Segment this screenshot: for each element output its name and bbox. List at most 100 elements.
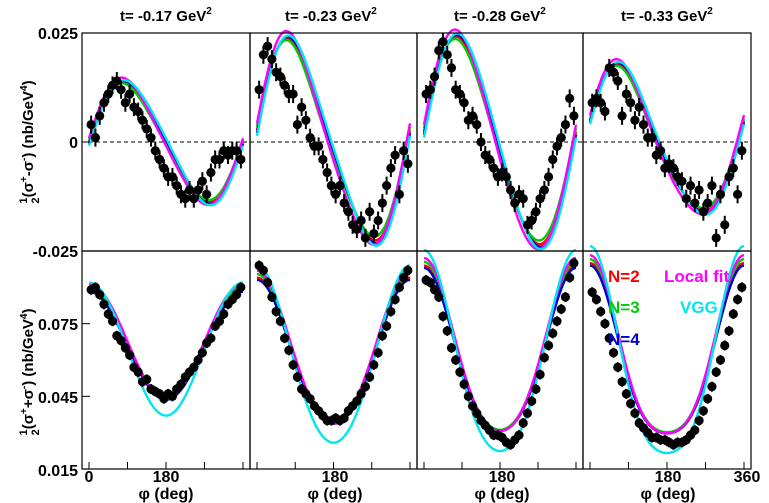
data-point — [698, 207, 708, 217]
data-point — [613, 362, 623, 372]
data-point — [446, 343, 457, 353]
data-point — [180, 194, 190, 204]
data-point — [373, 215, 383, 226]
panel-column-4 — [582, 32, 752, 470]
fit-curve-vgg — [423, 248, 577, 453]
data-point — [608, 348, 619, 358]
panel-column-1 — [81, 32, 251, 470]
svg-text:12(σ++σ-) (nb/GeV4): 12(σ++σ-) (nb/GeV4) — [18, 309, 42, 436]
bottom-panel-frame — [249, 250, 418, 470]
data-point — [214, 154, 225, 165]
x-tick-180-p4: 180 — [655, 469, 682, 486]
data-point — [369, 360, 379, 370]
data-point — [552, 141, 562, 151]
data-point — [560, 292, 571, 302]
data-point — [214, 316, 225, 326]
bottom-y-axis-label: 12(σ++σ-) (nb/GeV4) — [18, 309, 42, 436]
data-point — [202, 189, 212, 199]
fit-curve-n-2 — [423, 264, 577, 432]
data-point — [501, 172, 511, 182]
data-point — [386, 306, 396, 317]
panels — [81, 28, 752, 470]
data-point — [476, 137, 486, 147]
data-point — [116, 85, 126, 95]
data-point — [630, 408, 640, 418]
data-point — [711, 367, 721, 377]
data-point — [630, 115, 640, 125]
bottom-panel-3 — [421, 248, 579, 453]
fit-curve-n-4 — [423, 266, 577, 433]
data-point — [125, 350, 135, 360]
legend-local-fit: Local fit — [664, 267, 730, 286]
data-point — [99, 98, 109, 108]
data-point — [677, 176, 687, 186]
data-point — [288, 89, 298, 99]
fit-curve-vgg — [255, 34, 412, 247]
legend-n2: N=2 — [608, 267, 640, 286]
data-point — [297, 102, 307, 112]
data-point — [189, 194, 199, 204]
data-point — [560, 119, 571, 130]
data-point — [446, 63, 457, 73]
data-point — [569, 111, 579, 121]
data-point — [263, 41, 273, 51]
top-panel-4 — [583, 58, 751, 247]
data-point — [167, 172, 178, 182]
t-title-1: t= -0.17 GeV2 — [120, 6, 212, 25]
data-point — [120, 98, 130, 108]
data-point — [737, 282, 747, 292]
data-point — [116, 336, 126, 346]
data-point — [472, 408, 482, 418]
data-point — [288, 360, 298, 370]
fit-curve-n-3 — [422, 37, 578, 242]
data-point — [125, 89, 135, 99]
y-tick-top-min: -0.025 — [33, 244, 78, 261]
t-titles: t= -0.17 GeV2 t= -0.23 GeV2 t= -0.28 GeV… — [120, 6, 713, 25]
data-point — [451, 355, 461, 365]
data-point — [621, 389, 631, 399]
legend: N=2 N=3 N=4 Local fit VGG — [608, 267, 730, 349]
x-tick-0: 0 — [85, 469, 94, 486]
data-point — [167, 391, 178, 401]
data-point — [724, 326, 734, 336]
data-point — [176, 379, 186, 389]
data-point — [556, 133, 566, 143]
data-point — [703, 198, 713, 208]
top-panel-2 — [250, 29, 417, 247]
data-point — [548, 328, 558, 338]
y-tick-bottom-1: 0.075 — [38, 317, 78, 334]
data-point — [617, 111, 627, 121]
data-point — [707, 181, 717, 191]
data-point — [527, 215, 537, 226]
fit-curve-n-3 — [256, 273, 411, 424]
data-point — [600, 319, 610, 329]
data-point — [254, 85, 264, 95]
data-point — [472, 119, 482, 130]
data-point — [133, 367, 143, 377]
x-axis-label-3: φ (deg) — [475, 486, 530, 503]
data-point — [271, 306, 281, 317]
data-point — [711, 233, 721, 243]
fit-curve-n-2 — [256, 276, 411, 425]
data-point — [356, 389, 366, 399]
fit-curve-local-fit — [256, 269, 411, 425]
data-point — [146, 133, 156, 143]
data-point — [236, 282, 246, 292]
data-point — [399, 273, 409, 283]
data-point — [720, 220, 730, 230]
data-point — [90, 282, 101, 292]
data-point — [142, 374, 152, 384]
data-point — [715, 355, 726, 365]
data-point — [95, 290, 105, 300]
data-point — [703, 394, 713, 404]
bottom-panel-frame — [81, 250, 251, 470]
data-point — [591, 294, 602, 305]
data-point — [518, 418, 528, 428]
data-point — [137, 115, 148, 125]
data-point — [467, 111, 478, 121]
data-point — [647, 133, 657, 143]
t-title-2: t= -0.23 GeV2 — [285, 6, 377, 25]
data-point — [543, 340, 554, 351]
data-point — [518, 194, 528, 204]
